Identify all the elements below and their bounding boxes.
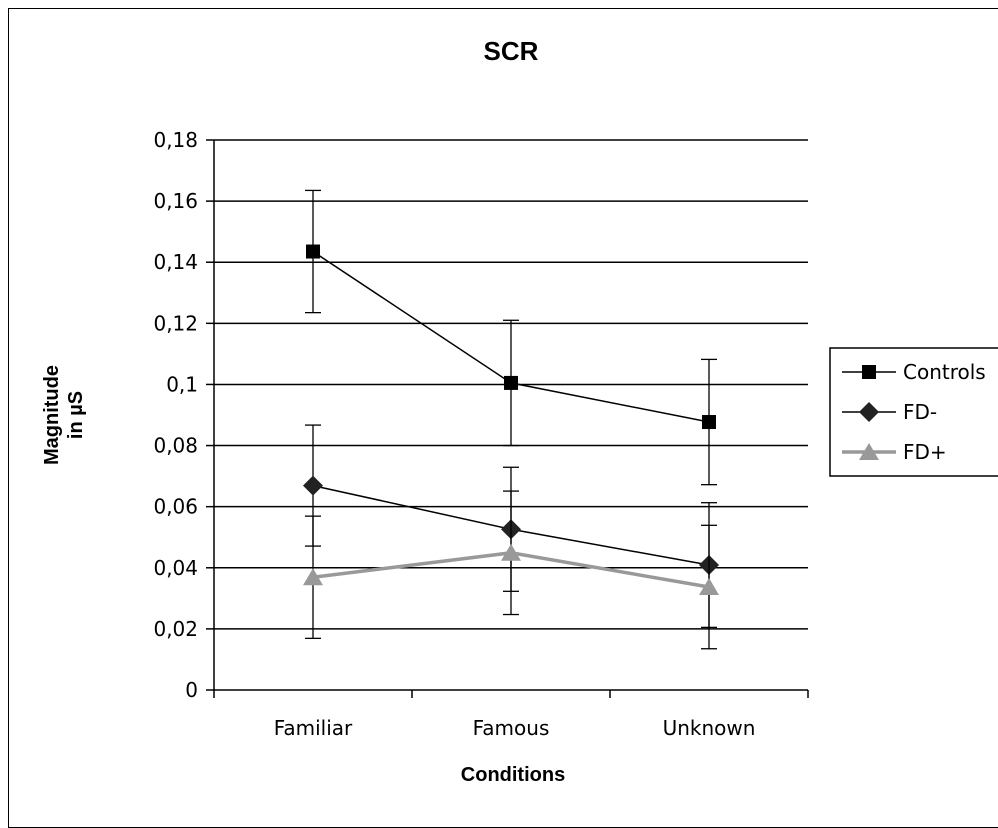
y-tick-label: 0,1 [166,372,198,396]
data-point [303,568,323,586]
x-axis-title: Conditions [461,764,565,786]
y-tick-labels: 0 0,02 0,04 0,06 0,08 0,1 0,12 0,14 0,16 0,18 [153,128,198,702]
y-tick-label: 0,16 [153,189,198,213]
data-point [501,543,521,561]
y-tick-label: 0,12 [153,311,198,335]
x-tick-label: Unknown [663,716,756,740]
data-point [702,415,716,430]
y-tick-label: 0,14 [153,250,198,274]
y-tick-label: 0,02 [153,617,198,641]
legend-marker [859,402,879,422]
legend-label: FD- [903,400,937,424]
data-point [303,475,323,496]
legend-marker [859,443,879,460]
y-tick-label: 0 [185,678,198,702]
data-point [306,244,320,259]
data-point [699,578,719,596]
data-point [504,375,518,390]
y-axis-title-line2: in µS [65,391,87,439]
series-layer [303,189,719,650]
legend: Controls FD- FD+ [829,347,998,477]
legend-label: FD+ [903,440,947,464]
x-tick-label: Famous [473,716,550,740]
y-tick-label: 0,04 [153,556,198,580]
y-axis-title: Magnitude in µS [41,365,87,465]
legend-label: Controls [903,360,986,384]
y-axis [206,139,215,691]
y-tick-label: 0,08 [153,434,198,458]
y-axis-title-line1: Magnitude [41,365,63,465]
y-tick-label: 0,06 [153,495,198,519]
x-tick-labels: Familiar Famous Unknown [274,716,756,740]
x-axis [213,689,809,698]
x-tick-label: Familiar [274,716,353,740]
chart-title: SCR [484,36,539,66]
series-controls [305,189,717,486]
series-fd [303,490,719,650]
y-tick-label: 0,18 [153,128,198,152]
legend-marker [862,365,876,379]
